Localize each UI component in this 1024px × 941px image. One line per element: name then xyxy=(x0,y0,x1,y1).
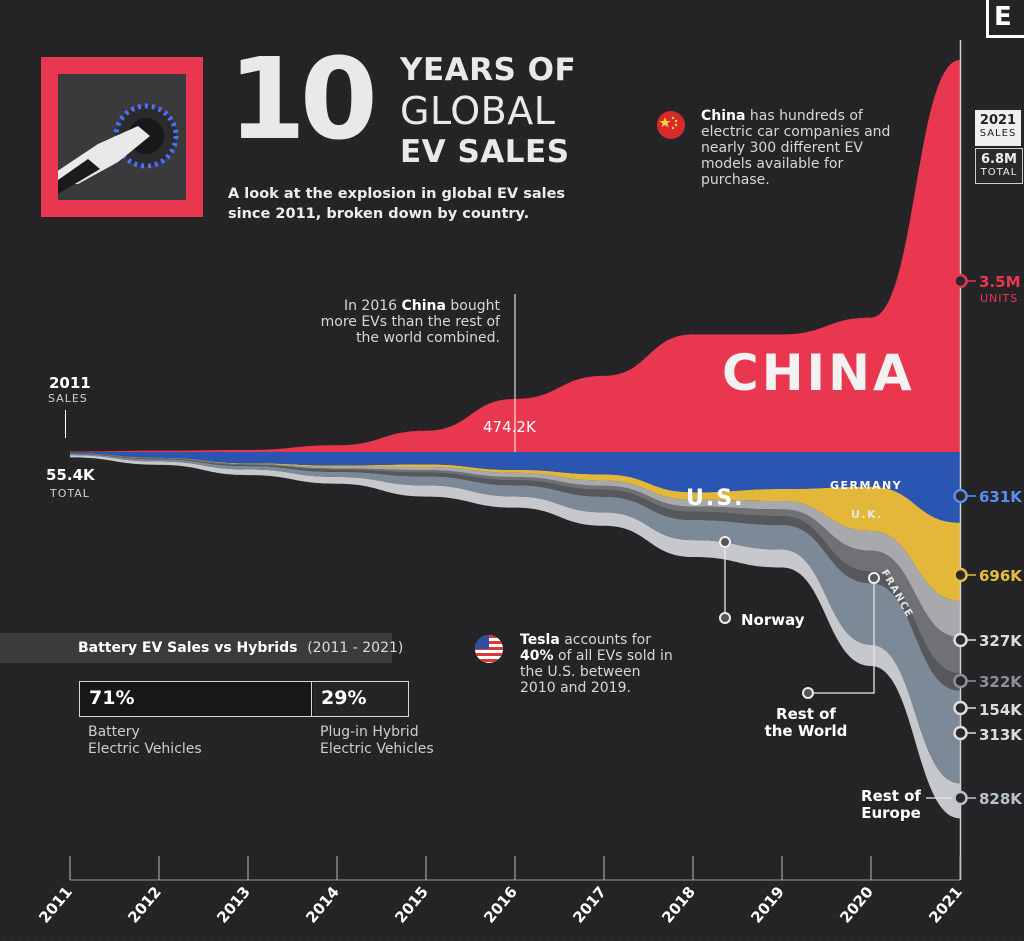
x-tick-label-2011: 2011 xyxy=(35,883,76,927)
subtitle: A look at the explosion in global EV sal… xyxy=(228,186,566,222)
value-2016: 474.2K xyxy=(483,418,536,436)
side-year-box: 2021 SALES xyxy=(975,110,1021,146)
rest-of-world-callout-line xyxy=(808,578,875,694)
end-dot-china xyxy=(953,273,968,289)
rest-of-europe-label: Rest of Europe xyxy=(861,787,921,822)
china-2021-value: 3.5M xyxy=(979,273,1021,291)
us-flag-icon xyxy=(475,635,503,663)
china-note: China has hundreds of electric car compa… xyxy=(701,108,891,188)
france-2021-value: 322K xyxy=(979,673,1022,691)
start-arrow xyxy=(65,410,66,438)
area-china xyxy=(70,60,960,452)
brand-logo xyxy=(986,0,1024,38)
brand-logo-letter: E xyxy=(994,2,1012,32)
tesla-note: Tesla accounts for 40% of all EVs sold i… xyxy=(520,632,673,696)
x-tick-label-2018: 2018 xyxy=(658,883,699,927)
x-tick-label-2021: 2021 xyxy=(925,883,966,927)
phev-label: Plug-in Hybrid Electric Vehicles xyxy=(320,724,434,757)
x-tick-label-2016: 2016 xyxy=(480,883,521,927)
bar-divider xyxy=(311,681,312,717)
x-tick-label-2020: 2020 xyxy=(836,883,877,927)
rest-of-world-label-dot xyxy=(802,687,814,699)
x-tick-label-2019: 2019 xyxy=(747,883,788,927)
side-total-box: 6.8M TOTAL xyxy=(975,148,1023,184)
x-tick-label-2017: 2017 xyxy=(569,883,610,927)
china-label: CHINA xyxy=(722,344,915,402)
title-number: 10 xyxy=(228,35,378,165)
area-u-s- xyxy=(70,452,960,523)
x-tick-label-2014: 2014 xyxy=(302,883,343,927)
title-line-2: GLOBAL xyxy=(400,89,556,133)
us-2021-value: 631K xyxy=(979,488,1022,506)
germany-label: GERMANY xyxy=(830,479,903,492)
norway-callout-dot xyxy=(719,536,731,548)
battery-panel-header xyxy=(0,633,392,663)
battery-panel-title: Battery EV Sales vs Hybrids (2011 - 2021… xyxy=(78,640,404,656)
ev-charger-icon xyxy=(38,103,179,200)
title-line-3: EV SALES xyxy=(400,134,570,170)
us-label: U.S. xyxy=(686,486,745,511)
title-line-1: YEARS OF xyxy=(400,52,577,88)
rest-of-world-label: Rest of the World xyxy=(764,705,848,740)
area-rest-of-the-world xyxy=(70,455,960,819)
bev-bar-fill xyxy=(80,682,313,716)
end-dot-u-k- xyxy=(953,632,968,648)
charger-image xyxy=(38,74,186,200)
end-dot-rest-of-europe xyxy=(953,790,968,806)
rest-of-europe-2021-value: 828K xyxy=(979,790,1022,808)
bev-label: Battery Electric Vehicles xyxy=(88,724,202,757)
x-tick-label-2015: 2015 xyxy=(391,883,432,927)
uk-2021-value: 327K xyxy=(979,632,1022,650)
rest-of-world-2021-value: 313K xyxy=(979,726,1022,744)
start-total-value: 55.4K xyxy=(46,466,95,484)
norway-2021-value: 154K xyxy=(979,701,1022,719)
china-flag-icon xyxy=(657,111,685,139)
bev-percent: 71% xyxy=(89,687,135,709)
china-2021-unit: UNITS xyxy=(980,292,1019,305)
norway-label: Norway xyxy=(741,611,805,629)
end-dot-u-s- xyxy=(953,488,968,504)
bev-phev-bar xyxy=(79,681,409,717)
area-rest-of-europe xyxy=(70,454,960,784)
x-tick-label-2013: 2013 xyxy=(213,883,254,927)
phev-percent: 29% xyxy=(321,687,367,709)
uk-label: U.K. xyxy=(851,508,883,521)
area-france xyxy=(70,453,960,674)
norway-label-dot xyxy=(719,612,731,624)
end-dot-france xyxy=(953,673,968,689)
end-dot-norway xyxy=(953,700,968,716)
rest-of-world-callout-dot xyxy=(868,572,880,584)
x-tick-label-2012: 2012 xyxy=(124,883,165,927)
germany-2021-value: 696K xyxy=(979,567,1022,585)
start-total-label: TOTAL xyxy=(50,487,90,500)
end-dot-germany xyxy=(953,567,968,583)
start-year-label: 2011 xyxy=(49,374,91,392)
note-2016: In 2016 China bought more EVs than the r… xyxy=(320,298,500,346)
end-dot-rest-of-the-world xyxy=(953,725,968,741)
start-sales-label: SALES xyxy=(48,392,88,405)
